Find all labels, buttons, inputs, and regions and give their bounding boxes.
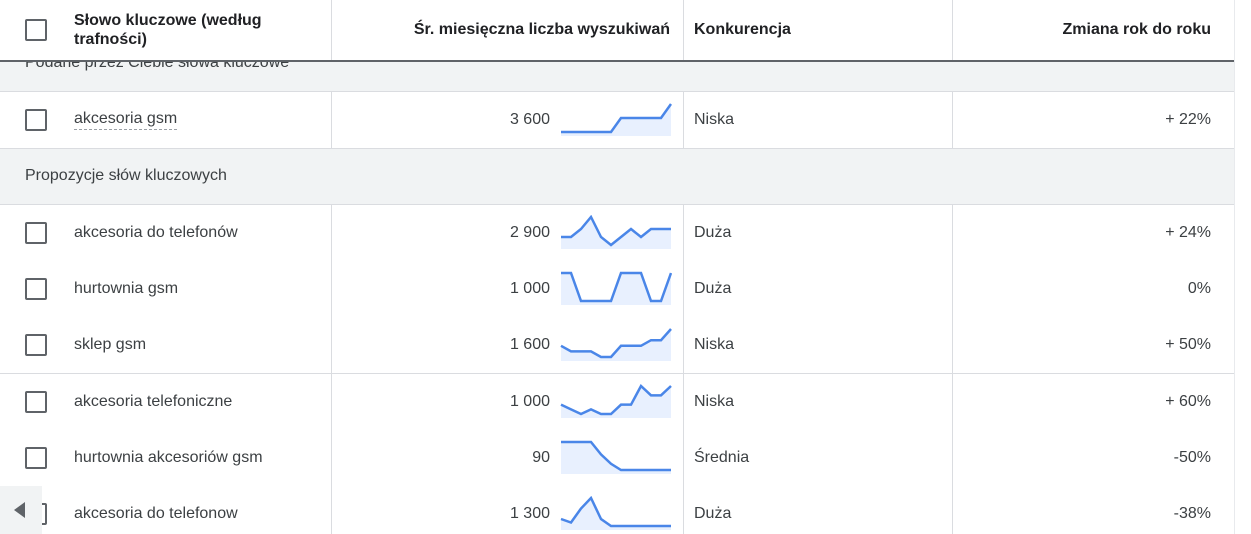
sparkline-area [561, 498, 671, 530]
keyword-cell[interactable]: akcesoria telefoniczne [74, 374, 232, 430]
keyword-cell[interactable]: akcesoria do telefonów [74, 205, 238, 261]
keyword-text[interactable]: hurtownia gsm [74, 280, 179, 297]
keyword-cell[interactable]: akcesoria gsm [74, 92, 178, 148]
select-all-checkbox[interactable] [25, 19, 47, 41]
trend-sparkline [561, 215, 671, 249]
volume-cell: 1 000 [509, 393, 550, 410]
keyword-text[interactable]: hurtownia akcesoriów gsm [74, 449, 263, 466]
volume-cell: 1 600 [509, 336, 550, 353]
column-header-keyword[interactable]: Słowo kluczowe (według trafności) [74, 12, 262, 48]
group-header-suggested: Propozycje słów kluczowych [0, 149, 1234, 205]
column-header-volume[interactable]: Śr. miesięczna liczba wyszukiwań [413, 21, 670, 38]
sparkline-line [561, 215, 671, 247]
sparkline-line [560, 384, 672, 416]
scroll-left-button[interactable] [0, 486, 42, 534]
competition-cell: Niska [694, 336, 735, 353]
row-checkbox[interactable] [25, 447, 47, 469]
keyword-cell[interactable]: hurtownia akcesoriów gsm [74, 430, 263, 486]
table-row[interactable]: akcesoria telefoniczne 1 000 Niska + 60% [0, 374, 1234, 431]
volume-cell: 3 600 [509, 111, 550, 128]
right-panel-edge [1234, 0, 1251, 534]
sparkline-line [561, 103, 672, 134]
competition-cell: Duża [694, 224, 732, 241]
keyword-text[interactable]: akcesoria do telefonow [74, 505, 238, 522]
group-label: Propozycje słów kluczowych [25, 167, 227, 184]
sparkline-area [561, 386, 671, 418]
competition-cell: Duża [694, 505, 732, 522]
yoy-cell: + 60% [1165, 393, 1211, 410]
yoy-cell: 0% [1187, 280, 1211, 297]
trend-sparkline [560, 384, 672, 418]
keyword-text[interactable]: sklep gsm [74, 336, 147, 353]
chevron-left-icon [13, 502, 25, 518]
competition-cell: Średnia [694, 449, 750, 466]
table-row[interactable]: hurtownia gsm 1 000 Duża 0% [0, 261, 1234, 318]
keyword-text[interactable]: akcesoria do telefonów [74, 224, 238, 241]
row-checkbox[interactable] [25, 278, 47, 300]
trend-sparkline [561, 440, 671, 474]
trend-sparkline [560, 496, 671, 530]
row-checkbox[interactable] [25, 222, 47, 244]
keyword-text[interactable]: akcesoria gsm [74, 110, 178, 130]
keyword-cell[interactable]: hurtownia gsm [74, 261, 178, 317]
trend-sparkline [560, 328, 672, 361]
volume-cell: 2 900 [509, 224, 550, 241]
volume-cell: 1 300 [509, 505, 550, 522]
yoy-cell: -38% [1173, 505, 1211, 522]
table-row[interactable]: akcesoria do telefonow 1 300 Duża -38% [0, 486, 1234, 534]
table-row[interactable]: hurtownia akcesoriów gsm 90 Średnia -50% [0, 430, 1234, 487]
column-header-competition[interactable]: Konkurencja [694, 21, 791, 38]
table-header: Słowo kluczowe (według trafności) Śr. mi… [0, 0, 1234, 62]
table-row[interactable]: sklep gsm 1 600 Niska + 50% [0, 317, 1234, 374]
sparkline-line [561, 271, 672, 303]
row-checkbox[interactable] [25, 109, 47, 131]
table-row[interactable]: akcesoria gsm 3 600 Niska + 22% [0, 92, 1234, 149]
sparkline-line [561, 440, 671, 472]
volume-cell: 90 [532, 449, 550, 466]
keyword-cell[interactable]: akcesoria do telefonow [74, 486, 238, 534]
competition-cell: Niska [694, 111, 735, 128]
trend-sparkline [561, 103, 672, 136]
column-header-yoy[interactable]: Zmiana rok do roku [1062, 21, 1211, 38]
yoy-cell: -50% [1173, 449, 1211, 466]
sparkline-area [561, 104, 671, 136]
yoy-cell: + 50% [1165, 336, 1211, 353]
sparkline-area [561, 442, 671, 474]
sparkline-area [561, 329, 671, 361]
keyword-cell[interactable]: sklep gsm [74, 317, 146, 373]
row-checkbox[interactable] [25, 391, 47, 413]
competition-cell: Niska [694, 393, 735, 410]
sparkline-area [561, 217, 671, 249]
sparkline-line [560, 496, 671, 528]
yoy-cell: + 24% [1165, 224, 1211, 241]
table-row[interactable]: akcesoria do telefonów 2 900 Duża + 24% [0, 205, 1234, 262]
yoy-cell: + 22% [1165, 111, 1211, 128]
sparkline-line [560, 328, 672, 359]
volume-cell: 1 000 [509, 280, 550, 297]
row-checkbox[interactable] [25, 334, 47, 356]
trend-sparkline [561, 271, 672, 305]
competition-cell: Duża [694, 280, 732, 297]
keyword-text[interactable]: akcesoria telefoniczne [74, 393, 233, 410]
